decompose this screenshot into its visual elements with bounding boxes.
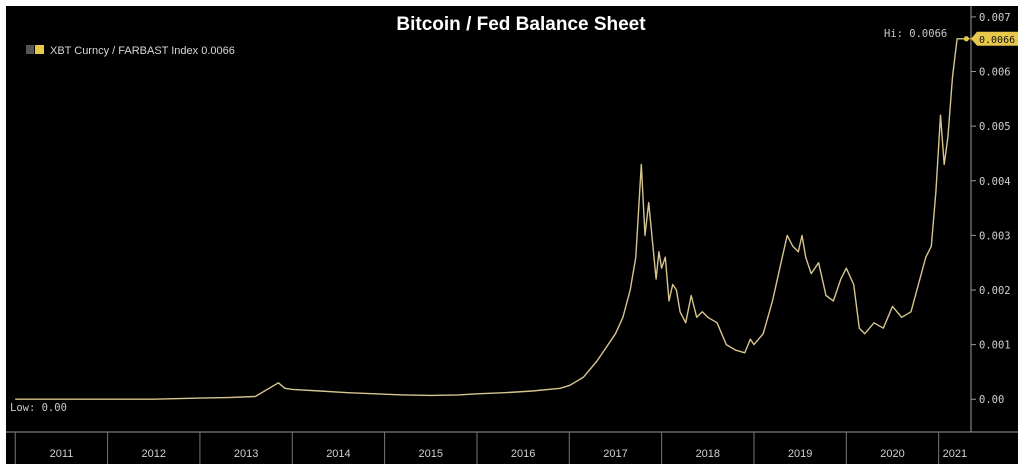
- x-tick-label: 2013: [234, 448, 258, 460]
- x-tick-label: 2016: [511, 448, 535, 460]
- last-value-point: [963, 36, 969, 42]
- x-tick-label: 2021: [943, 448, 967, 460]
- x-tick-label: 2018: [696, 448, 720, 460]
- series-layer: [15, 36, 971, 400]
- x-tick-label: 2019: [788, 448, 812, 460]
- y-tick-label: 0.007: [979, 12, 1011, 24]
- chart-frame: Bitcoin / Fed Balance Sheet XBT Curncy /…: [6, 6, 1018, 464]
- x-axis: 2011 2012 2013 2014 2015 2016 2017 2018 2019 2020…: [6, 431, 1018, 464]
- y-tick-label: 0.003: [979, 230, 1011, 242]
- x-tick-label: 2020: [880, 448, 904, 460]
- x-tick-label: 2014: [326, 448, 350, 460]
- y-axis: 0.00 0.001 0.002 0.003 0.004 0.005 0.006 0.007: [970, 6, 1011, 432]
- y-tick-label: 0.005: [979, 121, 1011, 133]
- chart-title: Bitcoin / Fed Balance Sheet: [396, 14, 646, 35]
- last-value-tag-text: 0.0066: [979, 35, 1015, 46]
- last-value-tag-shape: [971, 31, 1018, 46]
- x-tick-label: 2011: [50, 448, 74, 460]
- last-value-tag: 0.0066: [971, 31, 1018, 46]
- series-line: [15, 38, 967, 400]
- chart-svg: Bitcoin / Fed Balance Sheet XBT Curncy /…: [6, 6, 1018, 464]
- x-tick-label: 2015: [419, 448, 443, 460]
- legend-swatch: [35, 45, 44, 54]
- x-tick-label: 2012: [142, 448, 166, 460]
- legend-label: XBT Curncy / FARBAST Index 0.0066: [50, 45, 235, 57]
- x-tick-label: 2017: [603, 448, 627, 460]
- low-annotation: Low: 0.00: [10, 402, 67, 414]
- legend-marker-shadow: [26, 45, 34, 54]
- legend: XBT Curncy / FARBAST Index 0.0066: [26, 45, 235, 57]
- high-annotation: Hi: 0.0066: [884, 28, 947, 40]
- y-tick-label: 0.006: [979, 67, 1011, 79]
- y-tick-label: 0.00: [979, 394, 1004, 406]
- y-tick-label: 0.001: [979, 340, 1011, 352]
- y-tick-label: 0.004: [979, 176, 1011, 188]
- y-tick-label: 0.002: [979, 285, 1011, 297]
